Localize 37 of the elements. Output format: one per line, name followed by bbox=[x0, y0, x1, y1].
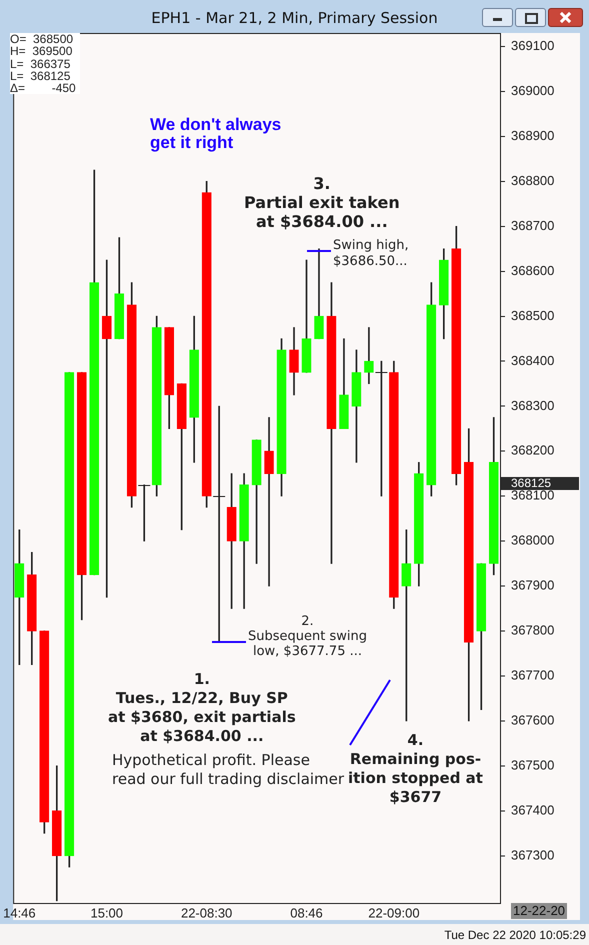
y-tick-label: 369100 bbox=[511, 38, 554, 54]
x-tick-label: 14:46 bbox=[3, 905, 36, 920]
chart-title: EPH1 - Mar 21, 2 Min, Primary Session bbox=[150, 8, 439, 29]
x-tick-label: 22-08:30 bbox=[180, 905, 232, 920]
annotation: 3. Partial exit taken at $3684.00 ... bbox=[244, 174, 400, 231]
y-tick-label: 367300 bbox=[511, 847, 554, 862]
annotation: 4. Remaining pos- ition stopped at $3677 bbox=[348, 731, 483, 807]
y-tick-label: 367800 bbox=[511, 622, 554, 638]
y-tick-label: 367700 bbox=[511, 668, 554, 683]
y-tick-label: 368100 bbox=[511, 488, 554, 503]
y-tick-label: 367500 bbox=[511, 757, 554, 772]
y-tick-label: 368700 bbox=[511, 218, 554, 233]
x-tick-label: 08:46 bbox=[290, 905, 323, 920]
y-tick-label: 368600 bbox=[511, 262, 554, 278]
text: Tue Dec 22 2020 10:05:29 bbox=[444, 927, 586, 943]
x-tick-label: 22-09:00 bbox=[368, 905, 420, 920]
y-tick-label: 368900 bbox=[511, 128, 554, 143]
y-tick-label: 368000 bbox=[511, 532, 554, 548]
text: 12-22-20 bbox=[511, 903, 568, 919]
annotation: 2. Subsequent swing low, $3677.75 ... bbox=[248, 614, 367, 659]
y-tick-label: 367600 bbox=[511, 712, 554, 728]
text: 368125 bbox=[501, 476, 579, 490]
y-tick-label: 368500 bbox=[511, 308, 554, 323]
annotation: 1. Tues., 12/22, Buy SP at $3680, exit partials at $3684.00 ... bbox=[108, 670, 296, 746]
y-tick-label: 368800 bbox=[511, 172, 554, 188]
annotation: Hypothetical profit. Please read our full trading disclaimer bbox=[112, 751, 344, 789]
annotation: Swing high, $3686.50... bbox=[333, 238, 409, 270]
y-tick-label: 367400 bbox=[511, 802, 554, 818]
candlestick bbox=[264, 417, 274, 586]
y-tick-label: 368300 bbox=[511, 398, 554, 413]
y-tick-label: 368400 bbox=[511, 352, 554, 368]
y-tick-label: 367900 bbox=[511, 578, 554, 593]
x-tick-label: 15:00 bbox=[90, 905, 124, 920]
annotation: We don't always get it right bbox=[150, 115, 282, 152]
annotation: O= 368500 H= 369500 L= 366375 L= 368125 Δ= -450 bbox=[10, 32, 80, 96]
y-tick-label: 368200 bbox=[511, 442, 554, 458]
y-tick-label: 369000 bbox=[511, 83, 554, 98]
